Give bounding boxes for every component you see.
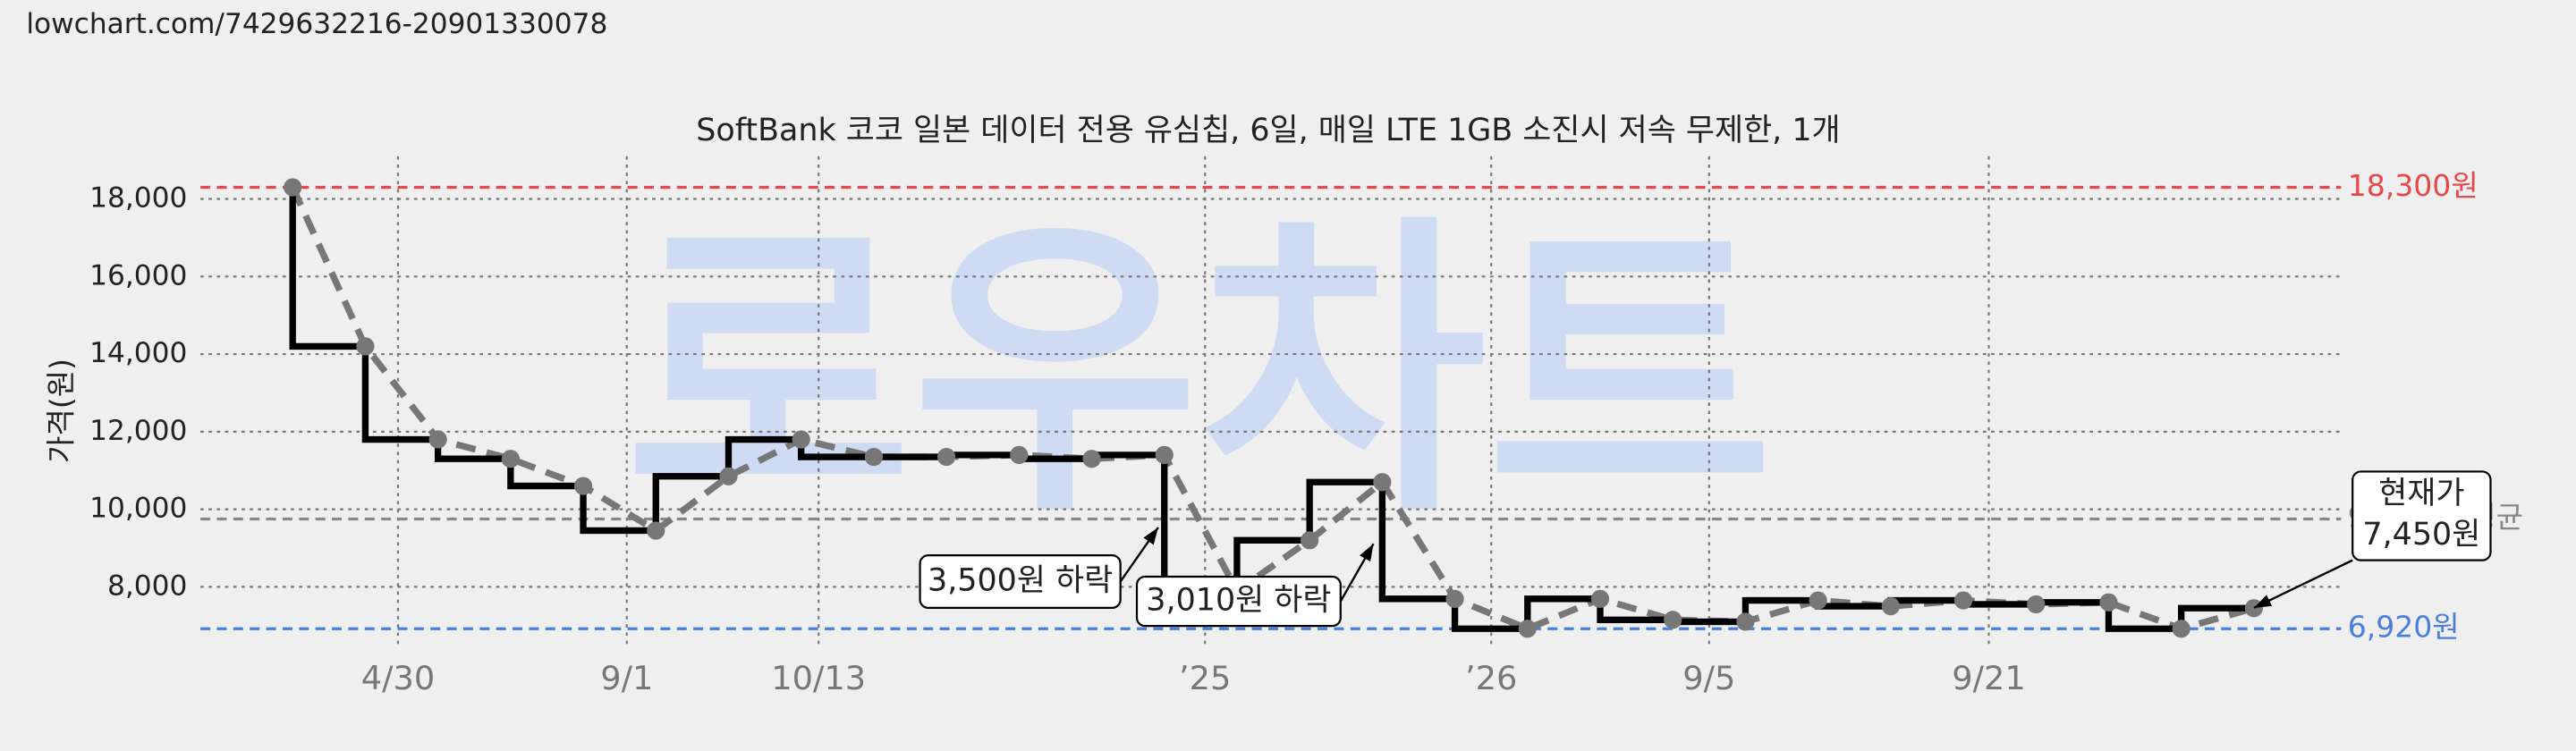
point xyxy=(356,337,375,356)
annotation-box xyxy=(2351,470,2492,561)
watermark: 로우차트 xyxy=(625,191,1774,554)
point xyxy=(1881,596,1900,616)
point xyxy=(2099,593,2118,612)
point xyxy=(1445,589,1464,608)
point xyxy=(1155,445,1174,464)
x-tick-label: 9/21 xyxy=(1952,659,2025,697)
arrow-head xyxy=(2254,595,2273,608)
point xyxy=(937,447,956,467)
point xyxy=(1809,591,1827,610)
arrow-head xyxy=(1143,527,1158,545)
y-axis-label: 가격(원) xyxy=(43,359,78,463)
reference-label: 6,920원 xyxy=(2348,610,2460,645)
point xyxy=(1590,589,1610,608)
annotation-arrow xyxy=(2253,559,2353,609)
x-tick-label: 9/1 xyxy=(600,659,653,697)
annotation: 3,010원 하락 xyxy=(1135,543,1375,628)
point xyxy=(2172,620,2190,638)
point xyxy=(719,467,738,485)
point xyxy=(1953,591,1973,610)
point xyxy=(1736,612,1755,631)
annotation-text: 3,500원 하락 xyxy=(928,563,1113,599)
y-tick-label: 18,000 xyxy=(89,182,187,215)
point xyxy=(1518,620,1537,638)
point xyxy=(792,430,810,449)
point xyxy=(1664,611,1682,629)
point xyxy=(501,450,520,468)
arrow-head xyxy=(1360,544,1374,562)
annotation-text: 3,010원 하락 xyxy=(1146,583,1331,619)
point xyxy=(573,477,593,495)
step-line xyxy=(289,187,2254,632)
point xyxy=(2027,595,2046,614)
annotation: 현재가 7,450원 xyxy=(2253,470,2492,609)
point xyxy=(647,521,665,540)
source-url: lowchart.com/7429632216-20901330078 xyxy=(26,8,607,40)
point xyxy=(428,430,447,449)
annotation-box xyxy=(1135,575,1342,628)
point xyxy=(1373,473,1392,492)
y-tick-label: 16,000 xyxy=(89,259,187,291)
x-tick-label: ’26 xyxy=(1465,659,1517,697)
annotation: 3,500원 하락 xyxy=(919,527,1159,609)
point xyxy=(1010,445,1029,464)
point xyxy=(1082,450,1101,468)
x-tick-label: 9/5 xyxy=(1682,659,1735,697)
x-tick-label: 4/30 xyxy=(361,659,435,697)
annotation-text: 현재가 7,450원 xyxy=(2362,476,2480,553)
point xyxy=(864,447,884,467)
point xyxy=(284,178,302,197)
y-tick-label: 12,000 xyxy=(89,415,187,447)
point xyxy=(1301,531,1319,550)
chart-title: SoftBank 코코 일본 데이터 전용 유심칩, 6일, 매일 LTE 1G… xyxy=(696,113,1840,148)
y-tick-label: 8,000 xyxy=(107,570,187,602)
x-tick-label: 10/13 xyxy=(771,659,866,697)
annotation-box xyxy=(919,554,1122,609)
y-tick-label: 14,000 xyxy=(89,337,187,369)
reference-label: 18,300원 xyxy=(2348,168,2479,203)
x-tick-label: ’25 xyxy=(1179,659,1231,697)
y-tick-label: 10,000 xyxy=(89,493,187,525)
